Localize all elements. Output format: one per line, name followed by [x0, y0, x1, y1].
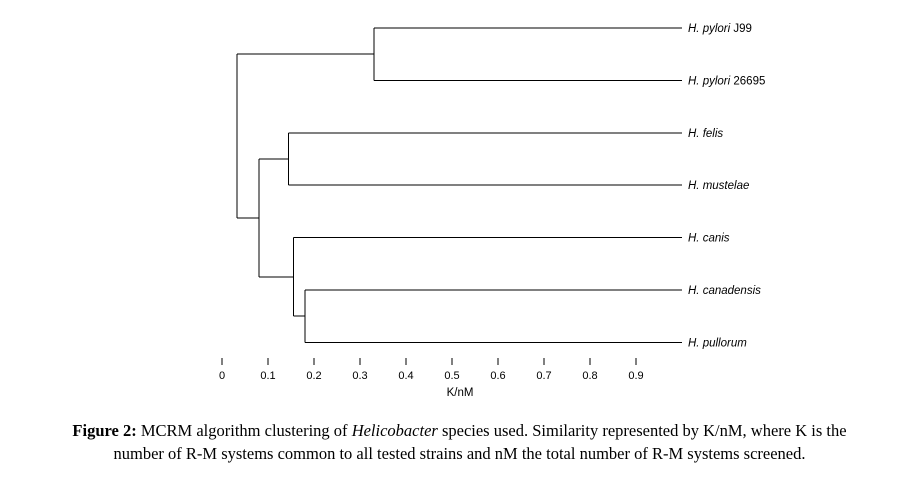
leaf-label: H. canis — [688, 233, 730, 245]
leaf-label: H. pylori 26695 — [688, 75, 765, 87]
axis-tick-label: 0.8 — [582, 370, 597, 382]
caption-text-3: number of R-M systems common to all test… — [113, 444, 806, 463]
figure-caption: Figure 2: MCRM algorithm clustering of H… — [0, 419, 919, 465]
axis-tick-label: 0.2 — [306, 370, 321, 382]
axis-tick-label: 0.4 — [398, 370, 413, 382]
axis-tick-label: 0.7 — [536, 370, 551, 382]
axis-tick-label: 0.3 — [352, 370, 367, 382]
axis-label: K/nM — [447, 387, 474, 399]
caption-text-1: MCRM algorithm clustering of — [136, 421, 352, 440]
leaf-label: H. pylori J99 — [688, 23, 752, 35]
leaf-label: H. canadensis — [688, 285, 761, 297]
axis-tick-label: 0 — [219, 370, 225, 382]
axis-tick-label: 0.9 — [628, 370, 643, 382]
caption-genus-name: Helicobacter — [351, 421, 438, 440]
dendrogram-plot: H. pylori J99 H. pylori 26695 H. felis H. m… — [219, 23, 765, 399]
caption-figure-number: Figure 2: — [72, 421, 137, 440]
leaf-label: H. pullorum — [688, 337, 747, 349]
leaf-label: H. felis — [688, 128, 723, 140]
axis-tick-label: 0.6 — [490, 370, 505, 382]
leaf-label: H. mustelae — [688, 180, 749, 192]
axis-tick-label: 0.5 — [444, 370, 459, 382]
caption-text-2: species used. Similarity represented by … — [437, 421, 847, 440]
axis-tick-label: 0.1 — [260, 370, 275, 382]
